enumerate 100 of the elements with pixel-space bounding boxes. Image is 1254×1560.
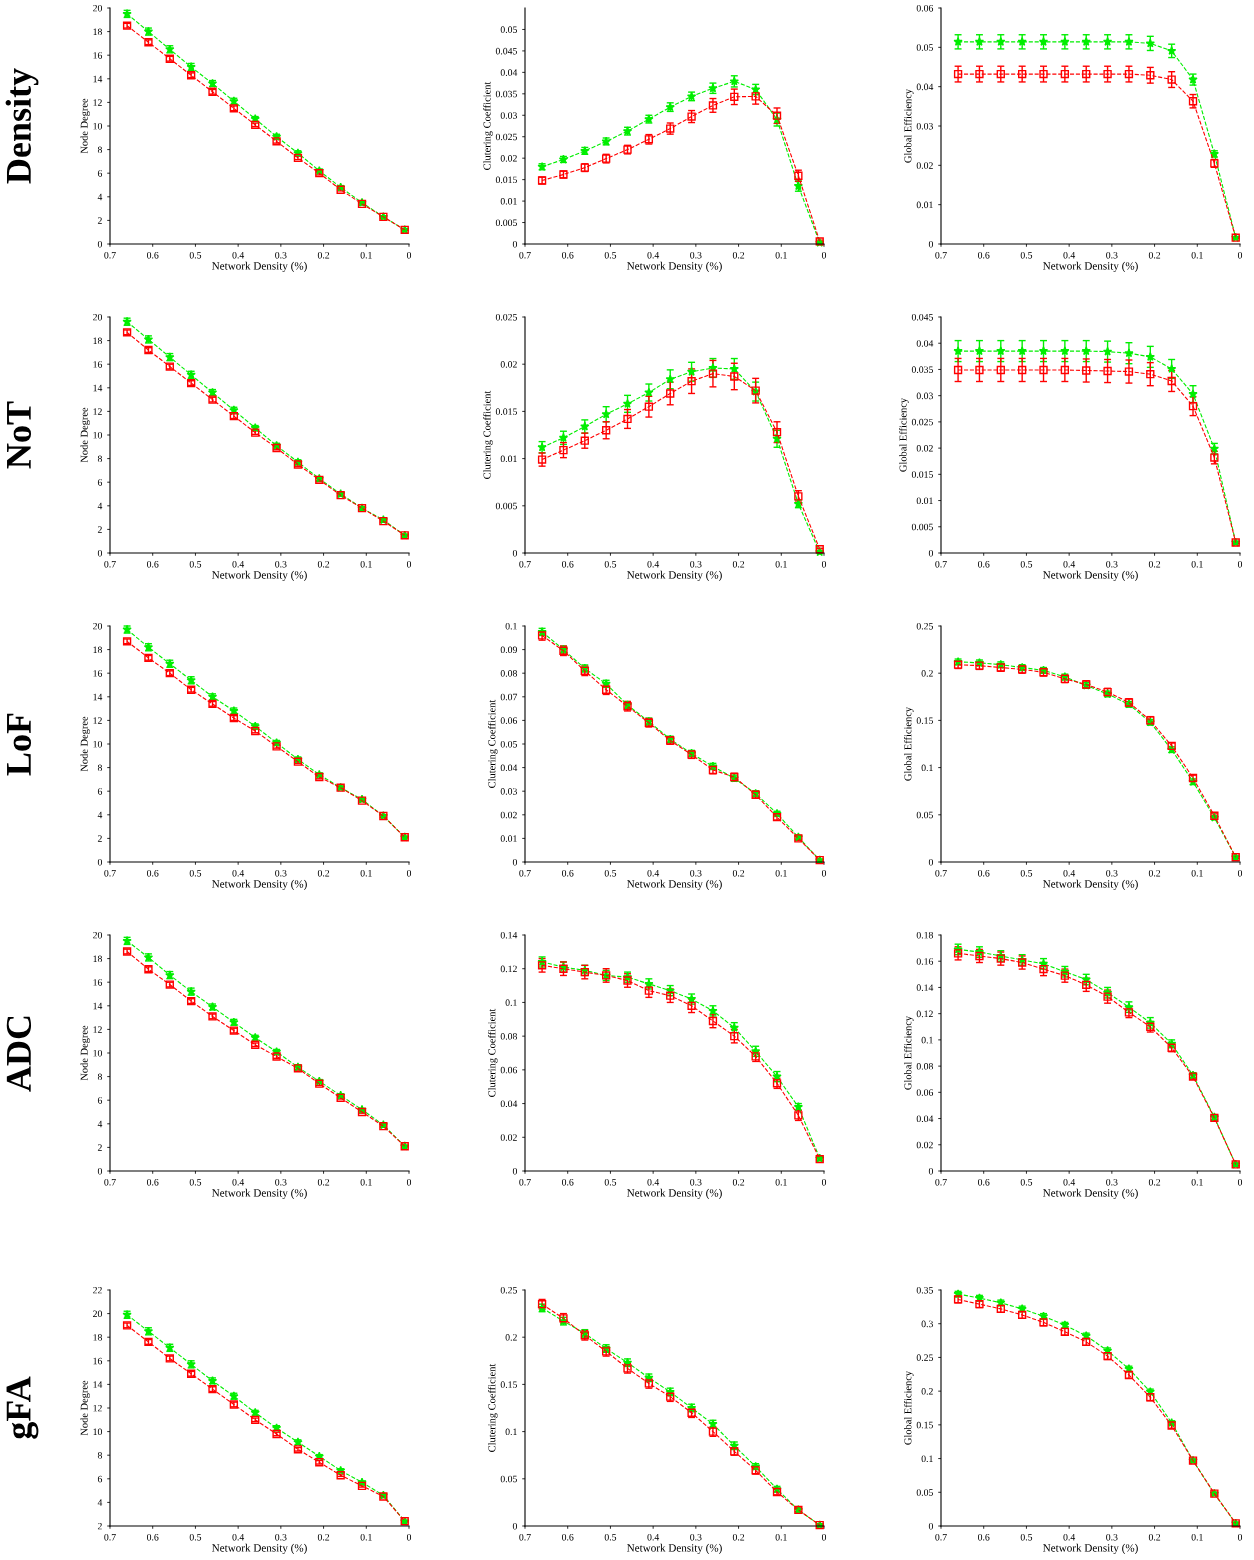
y-tick-label: 4 (97, 811, 103, 819)
y-axis-title: Global Efficiency (903, 706, 914, 781)
x-tick-label: 0 (821, 1178, 827, 1186)
x-tick-label: 0.1 (775, 251, 787, 259)
y-tick-label: 0.03 (916, 392, 933, 400)
y-tick-label: 0.09 (500, 646, 517, 654)
y-tick-label: 0 (512, 1167, 517, 1175)
y-axis-title: Clutering Coefficient (487, 699, 498, 788)
y-tick-label: 14 (93, 1002, 103, 1010)
y-tick-label: 18 (93, 28, 102, 36)
y-tick-label: 12 (93, 99, 102, 106)
x-tick-label: 0.4 (232, 560, 245, 568)
x-tick-label: 0.5 (189, 1533, 202, 1541)
y-tick-label: 0.06 (500, 1066, 518, 1074)
x-tick-label: 0.7 (935, 1178, 947, 1186)
y-tick-label: 0 (928, 1522, 933, 1530)
y-tick-label: 18 (93, 1334, 102, 1341)
x-tick-label: 0.5 (1020, 1533, 1033, 1541)
x-tick-label: 0.6 (562, 251, 574, 259)
x-tick-label: 0.7 (935, 869, 947, 877)
x-axis-title: Network Density (%) (626, 879, 722, 890)
y-tick-label: 16 (93, 1357, 103, 1365)
y-tick-label: 12 (93, 408, 102, 415)
x-tick-label: 0.5 (604, 251, 617, 259)
x-tick-label: 0.4 (232, 869, 245, 877)
x-tick-label: 0.5 (1020, 560, 1033, 568)
y-tick-label: 0 (512, 549, 517, 557)
y-tick-label: 0.12 (916, 1010, 933, 1018)
x-tick-label: 0.6 (147, 869, 159, 877)
y-tick-label: 10 (93, 431, 102, 439)
y-tick-label: 14 (93, 1381, 103, 1388)
y-axis-title: Global Efficiency (899, 397, 909, 472)
x-tick-label: 0.4 (647, 560, 660, 568)
x-tick-label: 0.7 (519, 1533, 531, 1541)
y-tick-label: 0.04 (500, 1100, 518, 1108)
x-tick-label: 0.3 (690, 251, 702, 259)
x-tick-label: 0.3 (690, 1533, 702, 1541)
x-tick-label: 0 (406, 1178, 412, 1186)
y-tick-label: 0.15 (500, 1381, 517, 1388)
y-tick-label: 0.15 (916, 1421, 933, 1429)
x-tick-label: 0.4 (232, 1178, 245, 1186)
y-tick-label: 0 (512, 240, 517, 248)
y-tick-label: 0.08 (916, 1063, 933, 1070)
y-tick-label: 0.25 (500, 1286, 517, 1294)
x-tick-label: 0.2 (1148, 869, 1161, 877)
y-tick-label: 0.1 (921, 764, 933, 772)
y-tick-label: 0.08 (500, 670, 517, 677)
y-tick-label: 0.01 (916, 201, 933, 209)
y-tick-label: 12 (93, 1026, 102, 1033)
y-axis-title: Global Efficiency (903, 88, 914, 163)
x-tick-label: 0.5 (1020, 869, 1033, 877)
y-tick-label: 0 (97, 1167, 102, 1175)
x-tick-label: 0.1 (775, 1178, 787, 1186)
y-tick-label: 0.1 (921, 1455, 933, 1463)
y-tick-label: 0.015 (495, 176, 517, 184)
y-tick-label: 2 (97, 1144, 102, 1151)
x-tick-label: 0.4 (647, 1178, 660, 1186)
x-tick-label: 0.2 (732, 251, 745, 259)
y-tick-label: 0.3 (921, 1320, 933, 1328)
y-tick-label: 0 (97, 240, 102, 248)
x-tick-label: 0.7 (519, 560, 531, 568)
text: gFA (6, 1376, 39, 1439)
x-tick-label: 0 (821, 560, 827, 568)
x-axis-title: Network Density (%) (211, 261, 307, 272)
text: LoF (7, 713, 32, 776)
y-tick-label: 18 (93, 646, 102, 654)
x-tick-label: 0.1 (1191, 1178, 1203, 1186)
x-tick-label: 0.6 (562, 869, 574, 877)
x-tick-label: 0.4 (1063, 869, 1076, 877)
y-tick-label: 2 (97, 1522, 102, 1530)
y-tick-label: 0.2 (921, 670, 933, 677)
y-tick-label: 0.05 (500, 740, 517, 748)
x-tick-label: 0.5 (189, 251, 202, 259)
y-tick-label: 0.14 (500, 931, 518, 939)
y-tick-label: 0 (928, 858, 933, 866)
y-tick-label: 0.05 (916, 1489, 933, 1496)
x-axis-title: Network Density (%) (211, 570, 307, 581)
x-tick-label: 0 (406, 251, 412, 259)
y-tick-label: 12 (93, 1404, 102, 1412)
y-tick-label: 14 (93, 75, 103, 83)
y-tick-label: 0.035 (911, 366, 933, 373)
y-tick-label: 0.12 (500, 965, 517, 973)
x-tick-label: 0.2 (317, 251, 330, 259)
x-tick-label: 0.6 (978, 560, 990, 568)
y-tick-label: 16 (93, 361, 103, 368)
x-tick-label: 0 (406, 869, 412, 877)
x-tick-label: 0.6 (978, 1533, 990, 1541)
y-tick-label: 0.1 (505, 999, 517, 1006)
y-tick-label: 18 (93, 337, 102, 345)
y-tick-label: 0.03 (916, 122, 933, 130)
x-tick-label: 0.6 (978, 251, 990, 259)
y-tick-label: 18 (93, 955, 102, 963)
x-tick-label: 0.2 (732, 1178, 745, 1186)
y-tick-label: 0 (928, 549, 933, 557)
y-tick-label: 0.08 (500, 1033, 517, 1040)
x-tick-label: 0.1 (360, 869, 372, 877)
y-axis-title: Global Efficiency (903, 1370, 914, 1445)
x-tick-label: 0 (1237, 560, 1243, 568)
y-tick-label: 6 (97, 1475, 103, 1483)
x-tick-label: 0.3 (1106, 1178, 1118, 1186)
